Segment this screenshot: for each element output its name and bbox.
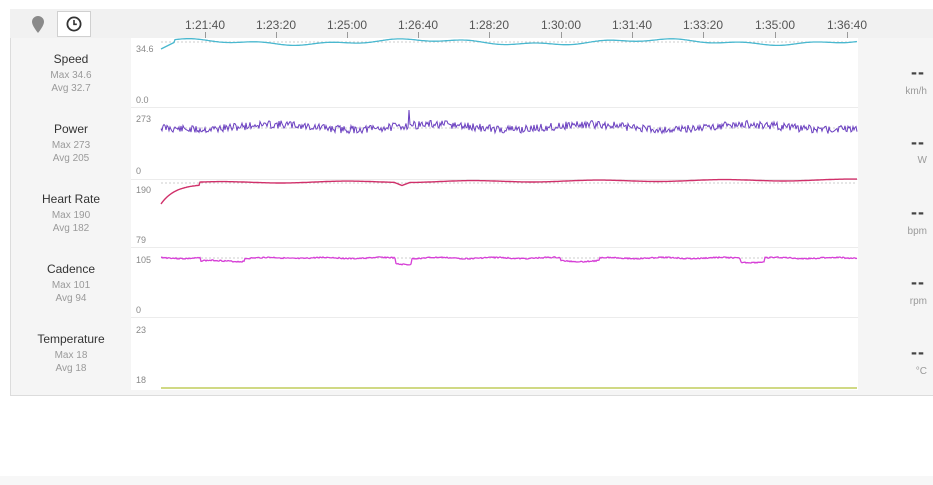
metric-name: Speed [53,52,89,66]
timeline-tick-label: 1:28:20 [468,18,510,32]
metric-name: Cadence [46,262,96,276]
clock-icon [66,16,82,32]
timeline-tick-mark [276,32,277,38]
power-unit: W [917,155,927,166]
metric-avg: Avg 94 [55,293,87,304]
map-pin-icon [32,15,44,33]
heart-rate-plot-area[interactable] [131,180,858,247]
temperature-current-value: -- [911,342,925,362]
timeline-tick-label: 1:35:00 [754,18,796,32]
timeline-tick-mark [205,32,206,38]
metric-max: Max 101 [51,280,91,291]
speed-y-min: 0.0 [136,95,149,105]
timeline-tick-label: 1:36:40 [826,18,868,32]
cadence-y-max: 105 [136,255,152,265]
timeline-tick-mark [489,32,490,38]
timeline-tick-label: 1:23:20 [255,18,297,32]
metric-max: Max 273 [51,140,91,151]
timeline-tick-mark [847,32,848,38]
metric-max: Max 18 [54,350,88,361]
timeline-tick-mark [347,32,348,38]
power-label: Power Max 273 Avg 205 [11,122,131,165]
power-plot-area[interactable] [131,108,858,179]
temperature-y-min: 18 [136,375,147,385]
cadence-y-min: 0 [136,305,142,315]
timeline-tick-label: 1:31:40 [611,18,653,32]
timeline-tick-mark [561,32,562,38]
map-view-button[interactable] [21,11,55,37]
temperature-plot-area[interactable] [131,318,858,390]
metric-name: Temperature [37,332,105,346]
speed-y-max: 34.6 [136,44,154,54]
power-current-value: -- [911,132,925,152]
cadence-label: Cadence Max 101 Avg 94 [11,262,131,305]
metric-avg: Avg 32.7 [51,83,91,94]
footer-strip [0,476,933,485]
time-view-button[interactable] [57,11,91,37]
cadence-plot-area[interactable] [131,248,858,317]
timeline-tick-label: 1:26:40 [397,18,439,32]
cadence-current-value: -- [911,272,925,292]
metric-name: Heart Rate [41,192,101,206]
timeline-tick-mark [418,32,419,38]
metric-avg: Avg 205 [52,153,90,164]
cadence-unit: rpm [909,296,927,307]
power-y-max: 273 [136,114,152,124]
timeline-tick-label: 1:25:00 [326,18,368,32]
temperature-label: Temperature Max 18 Avg 18 [11,332,131,375]
heart-rate-y-min: 79 [136,235,147,245]
heart-rate-unit: bpm [907,226,927,237]
power-trace [160,109,858,135]
temperature-y-max: 23 [136,325,147,335]
metric-name: Power [53,122,88,136]
temperature-unit: °C [915,366,927,377]
speed-unit: km/h [905,86,927,97]
timeline-tick-mark [775,32,776,38]
timeline-tick-label: 1:33:20 [682,18,724,32]
cadence-trace [160,256,858,266]
metric-avg: Avg 18 [55,363,87,374]
heart-rate-y-max: 190 [136,185,152,195]
metric-max: Max 190 [51,210,91,221]
speed-trace [160,38,858,50]
heart-rate-current-value: -- [911,202,925,222]
timeline-tick-label: 1:30:00 [540,18,582,32]
speed-plot-area[interactable] [131,38,858,107]
timeline-tick-mark [632,32,633,38]
speed-label: Speed Max 34.6 Avg 32.7 [11,52,131,95]
heart-rate-label: Heart Rate Max 190 Avg 182 [11,192,131,235]
timeline-tick-label: 1:21:40 [184,18,226,32]
timeline-header [10,9,933,38]
speed-current-value: -- [911,62,925,82]
heart-rate-trace [160,178,857,205]
metric-max: Max 34.6 [50,70,92,81]
timeline-tick-mark [703,32,704,38]
metric-avg: Avg 182 [52,223,90,234]
power-y-min: 0 [136,166,142,176]
